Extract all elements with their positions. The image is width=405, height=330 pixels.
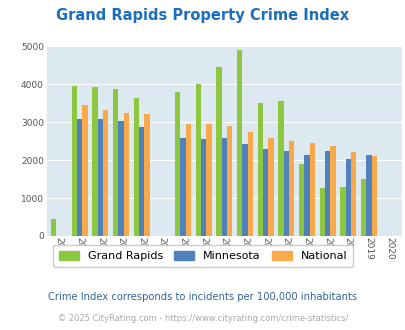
Bar — [309, 143, 314, 236]
Bar — [139, 127, 144, 236]
Bar — [324, 151, 329, 236]
Bar — [180, 138, 185, 236]
Bar — [283, 151, 288, 236]
Bar — [288, 141, 294, 236]
Bar — [124, 113, 129, 236]
Bar — [319, 188, 324, 236]
Bar — [98, 119, 103, 236]
Bar — [113, 89, 118, 236]
Bar — [303, 155, 309, 236]
Text: Crime Index corresponds to incidents per 100,000 inhabitants: Crime Index corresponds to incidents per… — [48, 292, 357, 302]
Text: Grand Rapids Property Crime Index: Grand Rapids Property Crime Index — [56, 8, 349, 23]
Legend: Grand Rapids, Minnesota, National: Grand Rapids, Minnesota, National — [53, 245, 352, 267]
Bar — [247, 132, 252, 236]
Bar — [144, 114, 149, 236]
Bar — [103, 110, 108, 236]
Bar — [133, 98, 139, 236]
Bar — [216, 67, 221, 236]
Bar — [365, 155, 371, 236]
Bar — [221, 138, 226, 236]
Bar — [268, 138, 273, 236]
Bar — [92, 87, 98, 236]
Bar — [277, 101, 283, 236]
Bar — [82, 105, 87, 236]
Bar — [329, 147, 335, 236]
Text: © 2025 CityRating.com - https://www.cityrating.com/crime-statistics/: © 2025 CityRating.com - https://www.city… — [58, 314, 347, 323]
Bar — [206, 124, 211, 236]
Bar — [298, 164, 303, 236]
Bar — [257, 103, 262, 236]
Bar — [237, 50, 242, 236]
Bar — [339, 187, 345, 236]
Bar — [345, 158, 350, 236]
Bar — [72, 86, 77, 236]
Bar — [185, 124, 191, 236]
Bar — [51, 219, 56, 236]
Bar — [175, 92, 180, 236]
Bar — [200, 139, 206, 236]
Bar — [77, 119, 82, 236]
Bar — [226, 126, 232, 236]
Bar — [262, 149, 268, 236]
Bar — [350, 152, 356, 236]
Bar — [360, 179, 365, 236]
Bar — [118, 120, 124, 236]
Bar — [371, 156, 376, 236]
Bar — [195, 84, 200, 236]
Bar — [242, 145, 247, 236]
